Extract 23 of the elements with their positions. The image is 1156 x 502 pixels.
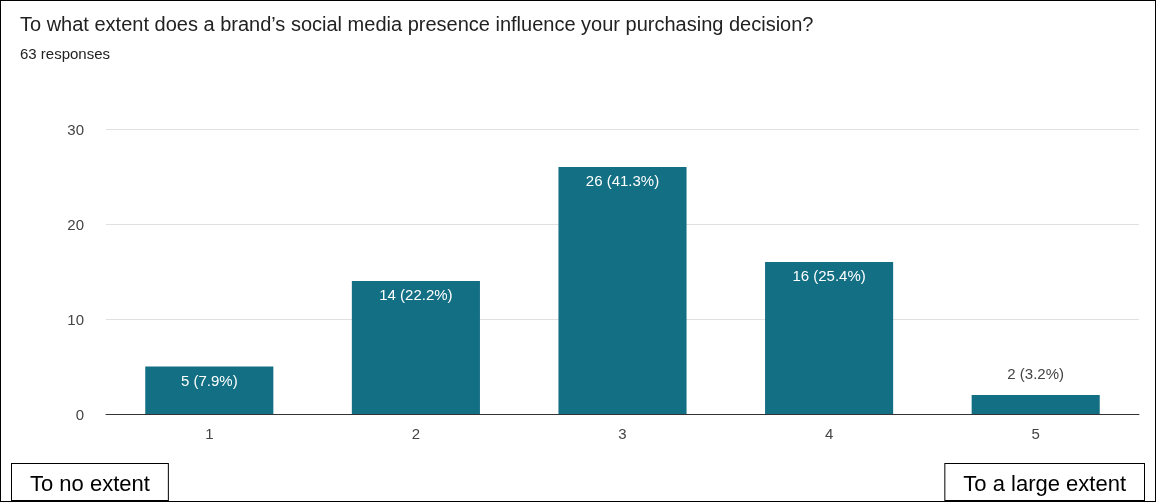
y-tick-label: 30 [67,120,84,138]
y-tick-label: 0 [75,405,84,423]
bar [971,395,1100,414]
chart-subtitle: 63 responses [20,45,111,62]
data-label: 2 (3.2%) [1007,365,1065,382]
data-label: 16 (25.4%) [792,267,866,284]
x-tick-label: 1 [205,425,214,442]
data-label: 26 (41.3%) [585,172,660,189]
x-tick-label: 3 [618,425,627,442]
data-label: 5 (7.9%) [180,371,238,389]
bar [145,366,274,414]
x-tick-label: 4 [824,425,834,442]
bar [351,281,480,414]
chart-title: To what extent does a brand’s social media presence influence your purchasing decision? [20,13,814,35]
x-tick-label: 2 [411,425,421,442]
data-label: 14 (22.2%) [379,286,453,303]
bar [765,262,894,414]
y-tick-label: 20 [67,215,84,233]
bar [558,167,687,414]
y-tick-label: 10 [67,310,84,328]
text: To no extent [30,470,150,496]
text: To a large extent [963,470,1127,496]
x-tick-label: 5 [1031,425,1040,442]
